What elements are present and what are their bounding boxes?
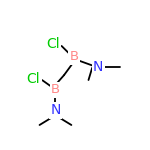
Text: Cl: Cl bbox=[46, 37, 60, 51]
Text: Cl: Cl bbox=[27, 72, 40, 86]
Text: B: B bbox=[69, 50, 78, 63]
Text: N: N bbox=[50, 103, 61, 117]
Text: N: N bbox=[93, 60, 104, 74]
Text: B: B bbox=[51, 83, 60, 96]
